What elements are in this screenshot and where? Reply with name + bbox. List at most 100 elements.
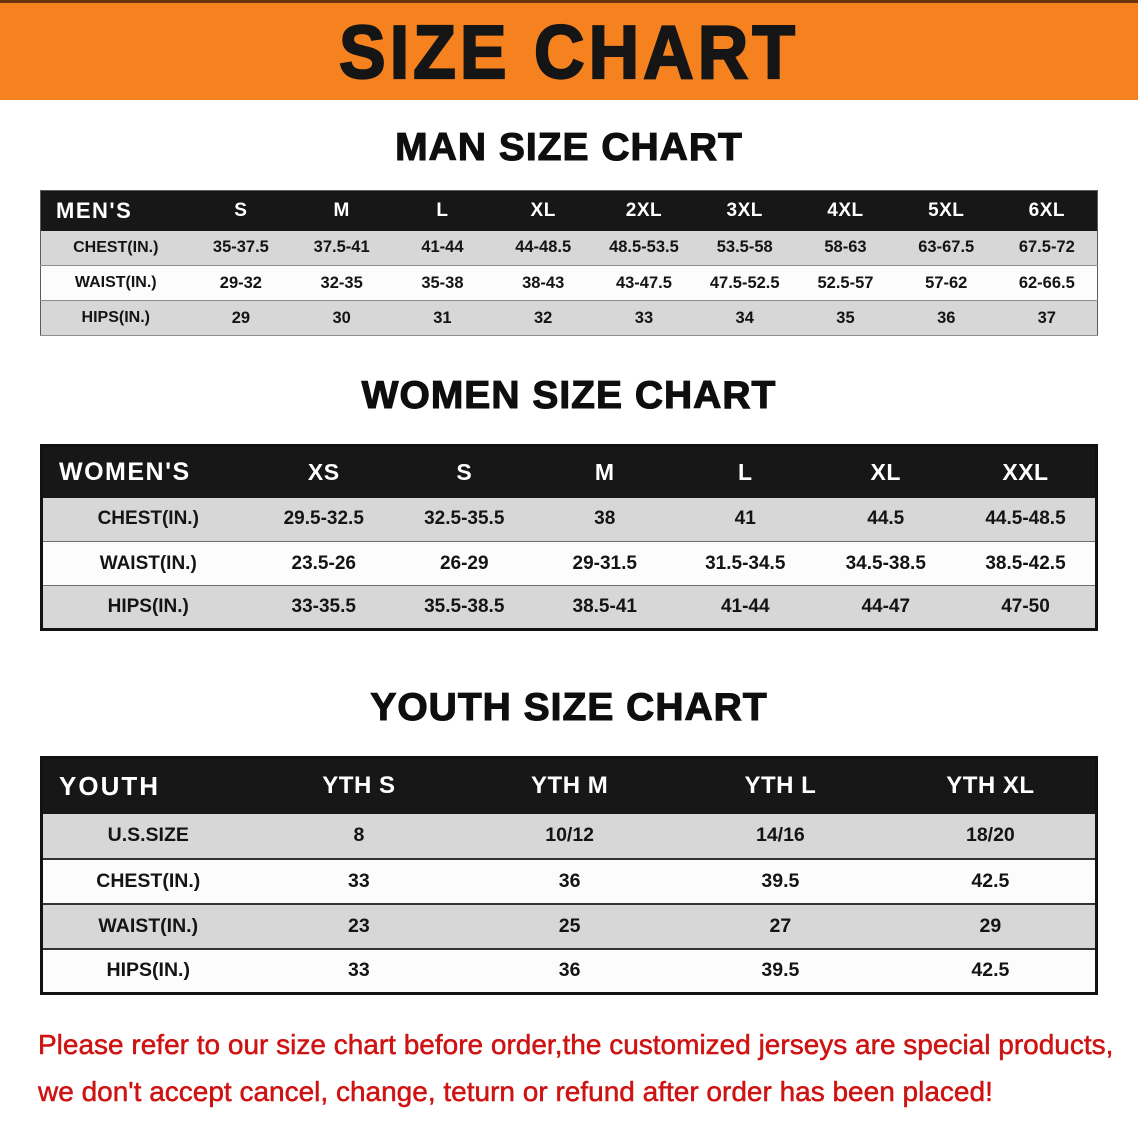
size-value-cell: 35.5-38.5 (394, 585, 535, 630)
size-table-row: HIPS(IN.) 33 36 39.5 42.5 (41, 948, 1097, 995)
size-value-cell: 14/16 (675, 813, 886, 860)
size-table-header-row: MEN'S S M L XL 2XL 3XL 4XL 5XL 6XL (40, 190, 1098, 231)
size-table-corner-label: YOUTH (41, 757, 254, 814)
women-size-table: WOMEN'S XS S M L XL XXL CHEST(IN.) 29.5-32.5 32.5… (40, 444, 1098, 631)
page-title: SIZE CHART (338, 8, 799, 94)
size-column-header: YTH S (253, 757, 465, 814)
measurement-row-label: WAIST(IN.) (41, 903, 254, 950)
size-value-cell: 29.5-32.5 (253, 497, 394, 542)
size-column-header: XL (492, 190, 594, 231)
size-table-row: HIPS(IN.) 33-35.5 35.5-38.5 38.5-41 41-44 44-… (41, 585, 1097, 630)
size-value-cell: 32 (492, 300, 594, 336)
size-value-cell: 29-31.5 (534, 541, 675, 586)
size-column-header: XXL (956, 445, 1097, 498)
men-size-table: MEN'S S M L XL 2XL 3XL 4XL 5XL 6XL CHEST(IN.) 35-37… (40, 190, 1098, 336)
size-column-header: YTH M (464, 757, 675, 814)
note-line-2: we don't accept cancel, change, teturn o… (38, 1076, 993, 1108)
size-table-row: WAIST(IN.) 29-32 32-35 35-38 38-43 43-47.5 47.… (40, 265, 1098, 301)
women-size-chart-heading: WOMEN SIZE CHART (361, 373, 777, 417)
size-table-row: HIPS(IN.) 29 30 31 32 33 34 35 36 37 (40, 300, 1098, 336)
size-table-corner-label: MEN'S (40, 190, 191, 231)
size-value-cell: 44.5 (815, 497, 956, 542)
measurement-row-label: HIPS(IN.) (41, 585, 254, 630)
size-value-cell: 10/12 (464, 813, 675, 860)
size-value-cell: 23.5-26 (253, 541, 394, 586)
size-value-cell: 32-35 (291, 265, 393, 301)
size-value-cell: 29 (190, 300, 292, 336)
size-value-cell: 35-38 (392, 265, 493, 301)
size-value-cell: 44-47 (815, 585, 956, 630)
measurement-row-label: HIPS(IN.) (41, 948, 254, 995)
measurement-row-label: HIPS(IN.) (40, 300, 191, 336)
footer-note: Please refer to our size chart before or… (38, 1021, 1122, 1115)
measurement-row-label: U.S.SIZE (41, 813, 254, 860)
size-value-cell: 39.5 (675, 948, 886, 995)
size-value-cell: 36 (464, 858, 675, 905)
measurement-row-label: CHEST(IN.) (41, 858, 254, 905)
size-value-cell: 44.5-48.5 (956, 497, 1097, 542)
measurement-row-label: CHEST(IN.) (40, 230, 191, 266)
size-column-header: YTH L (675, 757, 886, 814)
size-value-cell: 42.5 (885, 858, 1097, 905)
size-value-cell: 27 (675, 903, 886, 950)
size-column-header: 6XL (996, 190, 1098, 231)
size-value-cell: 30 (291, 300, 393, 336)
men-size-chart-heading: MAN SIZE CHART (395, 125, 743, 169)
size-value-cell: 58-63 (795, 230, 896, 266)
size-value-cell: 44-48.5 (492, 230, 594, 266)
size-value-cell: 23 (253, 903, 465, 950)
size-table-corner-label: WOMEN'S (41, 445, 254, 498)
size-value-cell: 57-62 (895, 265, 997, 301)
size-value-cell: 43-47.5 (593, 265, 695, 301)
size-value-cell: 33-35.5 (253, 585, 394, 630)
size-table-row: CHEST(IN.) 35-37.5 37.5-41 41-44 44-48.5 48.5… (40, 230, 1098, 266)
size-value-cell: 35-37.5 (190, 230, 292, 266)
size-table-header-row: WOMEN'S XS S M L XL XXL (41, 445, 1097, 498)
youth-size-chart-heading: YOUTH SIZE CHART (370, 685, 768, 729)
size-value-cell: 63-67.5 (895, 230, 997, 266)
size-column-header: 3XL (694, 190, 796, 231)
banner: SIZE CHART (0, 0, 1138, 100)
size-column-header: YTH XL (885, 757, 1097, 814)
size-column-header: S (190, 190, 292, 231)
size-value-cell: 34 (694, 300, 796, 336)
size-value-cell: 41 (675, 497, 816, 542)
size-value-cell: 38.5-41 (534, 585, 675, 630)
size-column-header: L (675, 445, 816, 498)
size-column-header: XL (815, 445, 956, 498)
size-value-cell: 36 (464, 948, 675, 995)
size-column-header: 2XL (593, 190, 695, 231)
size-value-cell: 41-44 (392, 230, 493, 266)
size-value-cell: 42.5 (885, 948, 1097, 995)
size-table-row: WAIST(IN.) 23 25 27 29 (41, 903, 1097, 950)
size-column-header: 5XL (895, 190, 997, 231)
measurement-row-label: WAIST(IN.) (41, 541, 254, 586)
size-value-cell: 38-43 (492, 265, 594, 301)
women-size-chart-section: WOMEN SIZE CHART WOMEN'S XS S M L XL XXL CHEST(… (0, 373, 1138, 631)
size-value-cell: 36 (895, 300, 997, 336)
size-value-cell: 37 (996, 300, 1098, 336)
youth-size-table: YOUTH YTH S YTH M YTH L YTH XL U.S.SIZE 8 10/12… (40, 756, 1098, 995)
size-value-cell: 47.5-52.5 (694, 265, 796, 301)
size-table-row: U.S.SIZE 8 10/12 14/16 18/20 (41, 813, 1097, 860)
size-value-cell: 67.5-72 (996, 230, 1098, 266)
size-value-cell: 18/20 (885, 813, 1097, 860)
size-value-cell: 38.5-42.5 (956, 541, 1097, 586)
size-value-cell: 32.5-35.5 (394, 497, 535, 542)
size-value-cell: 33 (253, 858, 465, 905)
size-value-cell: 26-29 (394, 541, 535, 586)
size-table-header-row: YOUTH YTH S YTH M YTH L YTH XL (41, 757, 1097, 814)
measurement-row-label: WAIST(IN.) (40, 265, 191, 301)
size-table-row: CHEST(IN.) 33 36 39.5 42.5 (41, 858, 1097, 905)
size-value-cell: 33 (253, 948, 465, 995)
size-value-cell: 29-32 (190, 265, 292, 301)
youth-size-chart-section: YOUTH SIZE CHART YOUTH YTH S YTH M YTH L YTH… (0, 685, 1138, 995)
size-value-cell: 37.5-41 (291, 230, 393, 266)
size-value-cell: 35 (795, 300, 896, 336)
size-table-row: CHEST(IN.) 29.5-32.5 32.5-35.5 38 41 44.5 44.5… (41, 497, 1097, 542)
size-value-cell: 52.5-57 (795, 265, 896, 301)
measurement-row-label: CHEST(IN.) (41, 497, 254, 542)
size-value-cell: 39.5 (675, 858, 886, 905)
size-value-cell: 41-44 (675, 585, 816, 630)
